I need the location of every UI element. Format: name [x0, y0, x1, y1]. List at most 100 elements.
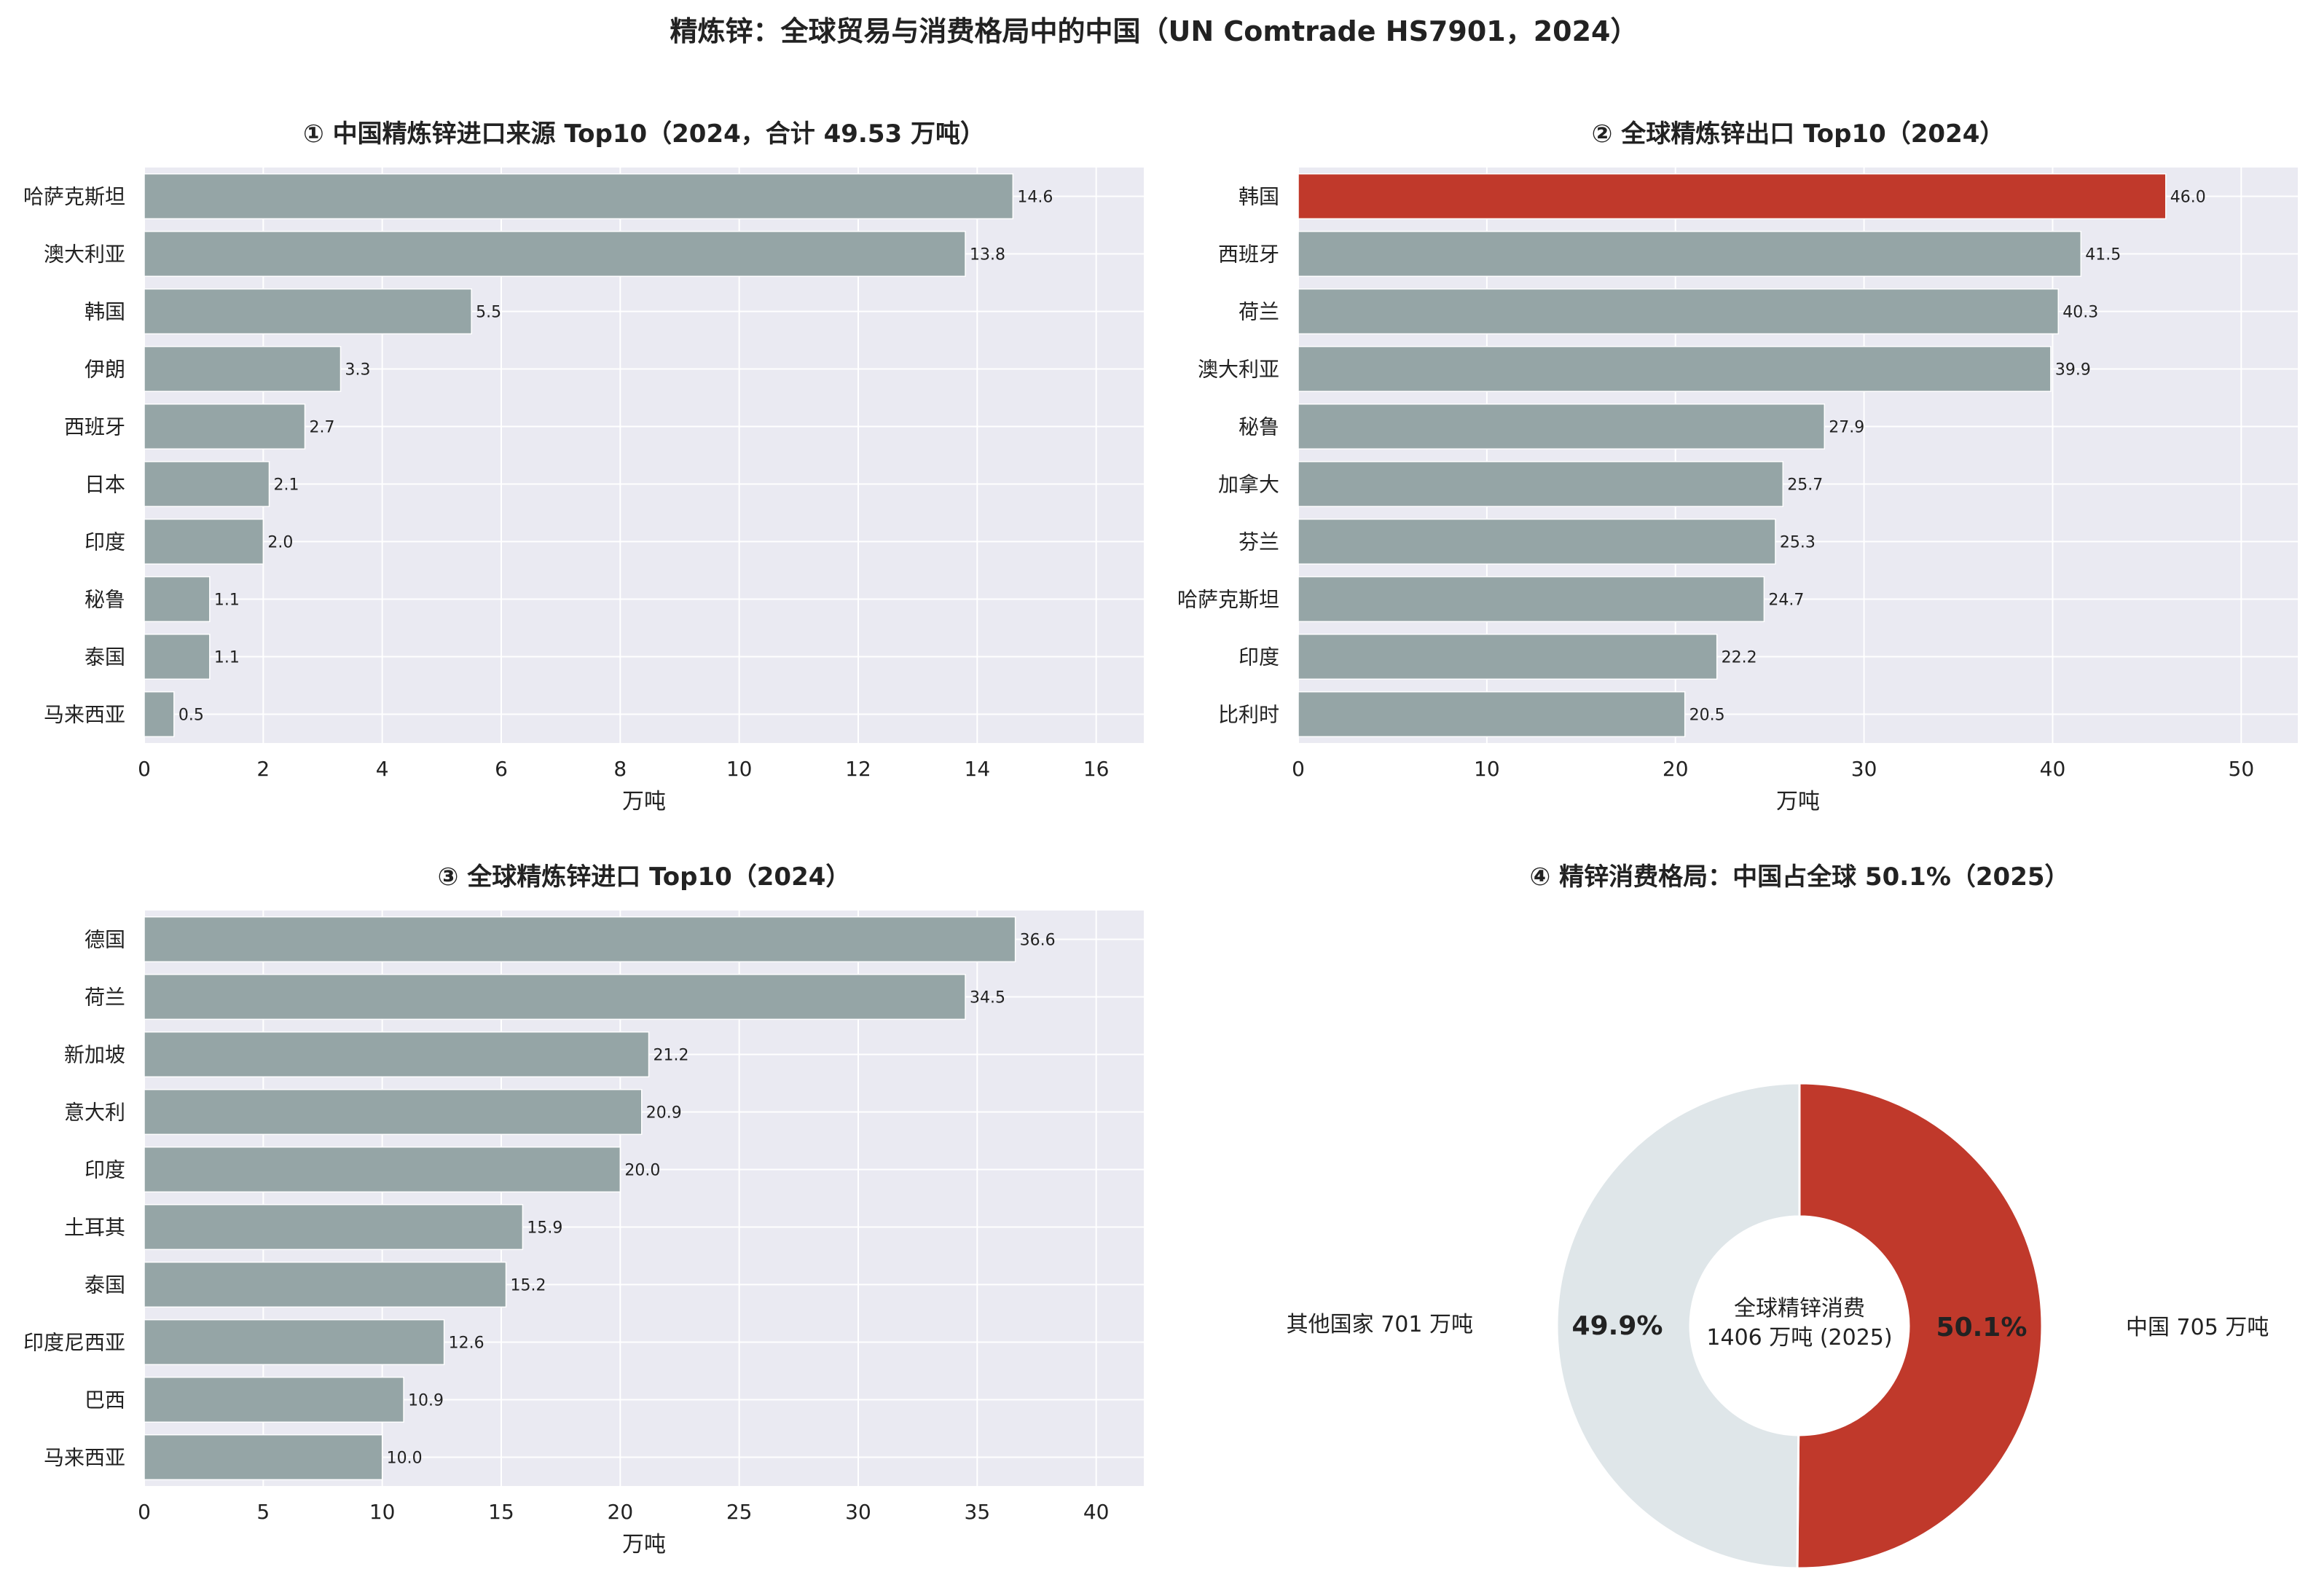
bar	[144, 1318, 445, 1366]
donut-center-text: 全球精锌消费	[1734, 1296, 1865, 1321]
bar-value-label: 13.8	[970, 246, 1005, 264]
category-label: 西班牙	[1218, 243, 1279, 267]
bar	[144, 1146, 621, 1193]
bar	[144, 173, 1014, 220]
category-label: 比利时	[1218, 703, 1279, 727]
bar	[144, 1088, 643, 1136]
bar	[1298, 518, 1776, 565]
x-tick-label: 40	[2040, 757, 2066, 781]
category-label: 日本	[85, 473, 125, 497]
bar-value-label: 15.9	[527, 1219, 562, 1238]
x-tick-label: 50	[2229, 757, 2255, 781]
bar-value-label: 24.7	[1768, 591, 1804, 610]
category-label: 意大利	[64, 1101, 125, 1125]
x-tick-label: 15	[488, 1500, 514, 1524]
bar-value-label: 21.2	[653, 1047, 689, 1065]
bar	[144, 1031, 650, 1078]
category-label: 印度	[85, 530, 125, 554]
chart-global-exports: ② 全球精炼锌出口 Top10（2024） 0 10 20 30 40 50 46.0 韩国 41…	[1177, 119, 2298, 814]
bar-value-label: 36.6	[1020, 932, 1056, 950]
x-tick-label: 20	[608, 1500, 634, 1524]
bar-value-label: 10.9	[408, 1392, 444, 1410]
bar	[144, 288, 472, 335]
category-label: 秘鲁	[85, 588, 125, 612]
x-tick-label: 25	[726, 1500, 753, 1524]
slice-percent: 50.1%	[1936, 1313, 2028, 1343]
x-tick-label: 14	[965, 757, 991, 781]
category-label: 荷兰	[1239, 300, 1279, 324]
bar	[1298, 633, 1718, 680]
slice-label: 其他国家 701 万吨	[1287, 1312, 1473, 1337]
x-tick-label: 10	[1474, 757, 1500, 781]
chart-consumption-donut: ④ 精锌消费格局：中国占全球 50.1%（2025） 中国 705 万吨 50.1%…	[1287, 862, 2269, 1570]
bar	[144, 1434, 383, 1481]
bar	[1298, 403, 1825, 450]
donut-slice	[1555, 1082, 1801, 1570]
x-tick-label: 6	[495, 757, 508, 781]
bar-value-label: 2.1	[274, 476, 299, 495]
bar	[1298, 173, 2167, 220]
bar-value-label: 41.5	[2085, 246, 2121, 264]
panel-title: ④ 精锌消费格局：中国占全球 50.1%（2025）	[1529, 862, 2069, 892]
bar-value-label: 27.9	[1829, 419, 1864, 437]
x-tick-label: 0	[138, 757, 151, 781]
panel-title: ① 中国精炼锌进口来源 Top10（2024，合计 49.53 万吨）	[303, 119, 985, 149]
category-label: 芬兰	[1239, 530, 1279, 554]
x-tick-label: 30	[845, 1500, 871, 1524]
bar	[144, 1203, 524, 1251]
category-label: 荷兰	[85, 986, 125, 1010]
category-label: 印度	[1239, 645, 1279, 669]
category-label: 印度	[85, 1158, 125, 1182]
bar	[1298, 345, 2052, 393]
category-label: 澳大利亚	[1198, 358, 1279, 382]
x-tick-label: 10	[369, 1500, 396, 1524]
bar-value-label: 2.7	[310, 419, 335, 437]
bar	[144, 460, 270, 508]
bar	[144, 518, 264, 565]
bar-value-label: 20.0	[624, 1162, 660, 1180]
category-label: 西班牙	[64, 415, 125, 439]
bar-value-label: 20.5	[1689, 707, 1725, 725]
x-tick-label: 10	[726, 757, 753, 781]
bar	[144, 1376, 404, 1423]
category-label: 韩国	[1239, 185, 1279, 209]
x-tick-label: 40	[1083, 1500, 1110, 1524]
slice-label: 中国 705 万吨	[2126, 1315, 2269, 1340]
bar-value-label: 1.1	[214, 649, 240, 667]
bar-value-label: 12.6	[449, 1334, 484, 1353]
bar-value-label: 5.5	[476, 304, 501, 322]
x-tick-label: 30	[1851, 757, 1877, 781]
bar	[1298, 460, 1784, 508]
bar-value-label: 46.0	[2170, 189, 2206, 207]
x-tick-label: 4	[376, 757, 389, 781]
panel-title: ③ 全球精炼锌进口 Top10（2024）	[438, 862, 851, 892]
bar-value-label: 25.7	[1787, 476, 1823, 495]
bar	[1298, 230, 2082, 278]
bar	[1298, 575, 1765, 623]
category-label: 澳大利亚	[44, 243, 125, 267]
bar	[144, 916, 1016, 963]
x-tick-label: 2	[256, 757, 270, 781]
bar-value-label: 14.6	[1017, 189, 1053, 207]
x-axis-label: 万吨	[1776, 789, 1820, 814]
category-label: 泰国	[85, 645, 125, 669]
x-tick-label: 5	[256, 1500, 270, 1524]
category-label: 韩国	[85, 300, 125, 324]
bar	[1298, 288, 2059, 335]
category-label: 印度尼西亚	[23, 1331, 125, 1355]
x-tick-label: 12	[845, 757, 871, 781]
x-axis-label: 万吨	[622, 789, 666, 814]
category-label: 加拿大	[1218, 473, 1279, 497]
figure-title: 精炼锌：全球贸易与消费格局中的中国（UN Comtrade HS7901，202…	[670, 15, 1638, 47]
category-label: 伊朗	[85, 358, 125, 382]
bar-value-label: 2.0	[267, 534, 293, 552]
category-label: 哈萨克斯坦	[1177, 588, 1279, 612]
bar	[144, 575, 211, 623]
bar-value-label: 10.0	[387, 1450, 423, 1468]
x-tick-label: 35	[965, 1500, 991, 1524]
category-label: 马来西亚	[44, 1446, 125, 1470]
x-tick-label: 20	[1663, 757, 1689, 781]
bar	[144, 1261, 507, 1308]
category-label: 巴西	[85, 1388, 125, 1412]
bar-value-label: 20.9	[646, 1104, 682, 1123]
